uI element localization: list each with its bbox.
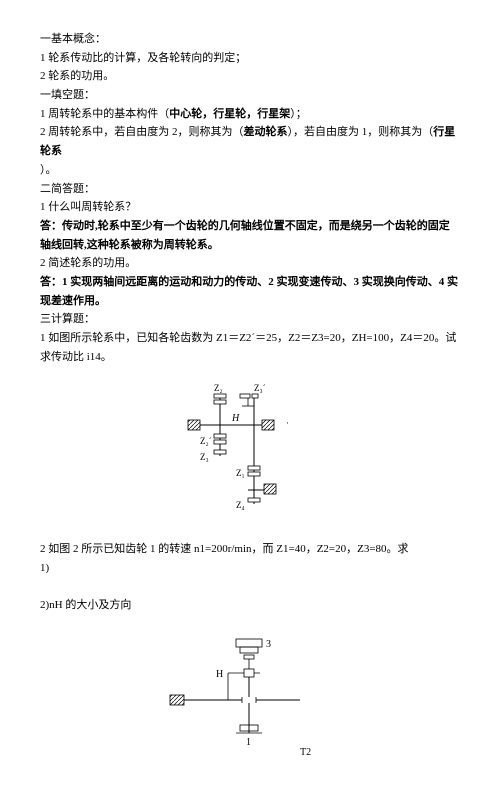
section-1-title: 一基本概念： (40, 30, 460, 49)
s3-q2: 2 简述轮系的功用。 (40, 254, 460, 273)
s3-a2: 答：1 实现两轴间远距离的运动和动力的传动、2 实现变速传动、3 实现换向传动、… (40, 273, 460, 310)
label-h2: H (216, 669, 223, 680)
diagram-2: 3 H 1 T2 (150, 625, 350, 765)
label-t2: T2 (300, 747, 311, 758)
s2-l1b: 中心轮，行星轮，行星架 (169, 108, 290, 120)
label-z3: Z₃ (200, 452, 209, 462)
s4-q2: 2 如图 2 所示已知齿轮 1 的转速 n1=200r/min，而 Z1=40，… (40, 540, 460, 559)
diagram-2-wrap: 3 H 1 T2 (40, 625, 460, 765)
label-1: 1 (246, 737, 251, 748)
svg-text:·: · (286, 418, 289, 428)
s2-l2c: ），若自由度为 1，则称其为（ (288, 126, 434, 138)
s1-line-1: 1 轮系传动比的计算，及各轮转向的判定； (40, 49, 460, 68)
s2-l1c: ）； (290, 108, 307, 120)
s3-q1: 1 什么叫周转轮系？ (40, 198, 460, 217)
section-2-title: 一填空题： (40, 86, 460, 105)
diagram-1: Z₂ Z₃´ H Z₂´ Z₃ Z₁ Z₄ · (170, 376, 330, 526)
label-z2: Z₂ (214, 383, 223, 393)
label-z3p: Z₃´ (254, 383, 266, 393)
s2-line-2: 2 周转轮系中，若自由度为 2，则称其为（差动轮系），若自由度为 1，则称其为（… (40, 123, 460, 160)
s2-l2a: 2 周转轮系中，若自由度为 2，则称其为（ (40, 126, 244, 138)
s2-l2b: 差动轮系 (244, 126, 288, 138)
s4-line-1: 1 如图所示轮系中，已知各轮齿数为 Z1＝Z2´＝25，Z2＝Z3=20，ZH=… (40, 329, 460, 366)
label-z4: Z₄ (236, 500, 245, 510)
s1-line-2: 2 轮系的功用。 (40, 67, 460, 86)
label-3: 3 (266, 639, 271, 650)
s4-q3: 2)nH 的大小及方向 (40, 596, 460, 615)
s2-line-1: 1 周转轮系中的基本构件（中心轮，行星轮，行星架）； (40, 105, 460, 124)
s2-line-2-end: ）。 (40, 161, 460, 180)
section-3-title: 二简答题： (40, 180, 460, 199)
s2-l1a: 1 周转轮系中的基本构件（ (40, 108, 169, 120)
s3-a1: 答：传动时,轮系中至少有一个齿轮的几何轴线位置不固定，而是绕另一个齿轮的固定轴线… (40, 217, 460, 254)
label-z2p: Z₂´ (200, 436, 212, 446)
label-h: H (231, 413, 240, 424)
diagram-1-wrap: Z₂ Z₃´ H Z₂´ Z₃ Z₁ Z₄ · (40, 376, 460, 526)
s4-q2b: 1) (40, 559, 460, 578)
section-4-title: 三计算题： (40, 310, 460, 329)
label-z1: Z₁ (236, 468, 245, 478)
